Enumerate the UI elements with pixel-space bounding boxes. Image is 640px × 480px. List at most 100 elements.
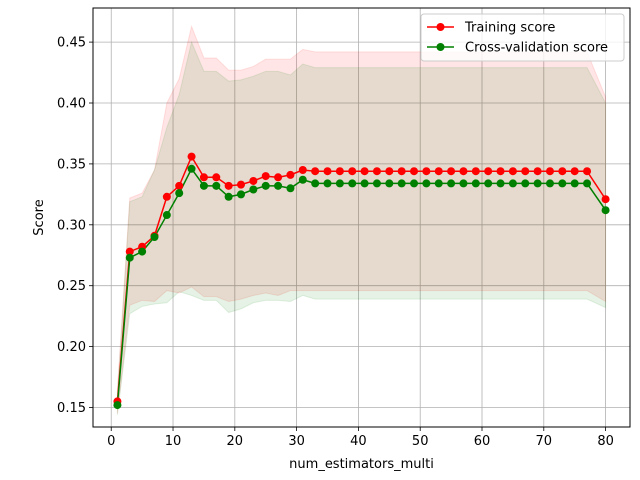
cross-validation-score-point [533,179,542,188]
cross-validation-score-point [545,179,554,188]
cross-validation-score-point [521,179,530,188]
training-score-point [261,172,270,181]
legend-label-cross-validation: Cross-validation score [465,41,608,56]
cross-validation-score-point [360,179,369,188]
legend-marker-training [436,23,445,31]
cross-validation-score-point [496,179,505,188]
x-tick-label: 40 [350,434,367,449]
score-lines [116,154,607,406]
legend-box [420,13,625,62]
cross-validation-score-point [237,190,245,199]
cross-validation-score-point [298,175,307,184]
training-score-point [459,167,468,176]
cross-validation-score-point [125,253,134,262]
training-score-point [545,167,554,176]
training-score-point [298,166,307,174]
cross-validation-score-point [484,179,493,188]
y-tick-label: 0.45 [57,36,86,51]
training-score-point [175,181,184,190]
training-score-point [311,167,320,176]
training-score-point [372,167,381,176]
x-tick-label: 10 [165,434,182,449]
plot-frame [92,7,631,428]
cross-validation-score-point [471,179,480,188]
training-score-point [583,167,592,176]
x-tick-label: 30 [288,434,305,449]
training-score-point [187,152,196,161]
x-tick-label: 80 [597,434,614,449]
cross-validation-score-point [199,181,208,190]
cross-validation-score-point [212,181,221,190]
cross-validation-score-point [372,179,381,188]
y-tick-label: 0.40 [57,97,86,112]
x-tick-label: 60 [474,434,491,449]
training-score-point [558,167,567,176]
training-score-point [422,167,431,176]
training-score-point [224,181,233,190]
training-score-line [116,154,607,402]
cross-validation-score-point [570,179,579,188]
training-score-point [237,180,245,189]
y-tick-label: 0.15 [57,401,86,416]
score-points [113,152,610,410]
cross-validation-score-point [385,179,394,188]
y-axis-ticks: 0.15 0.20 0.25 0.30 0.35 0.40 0.45 [57,36,93,416]
training-score-point [410,167,419,176]
cross-validation-score-point [422,179,431,188]
legend-marker-cross-validation [436,43,445,51]
cross-validation-score-point [397,179,406,188]
cross-validation-score-point [249,185,258,194]
training-score-point [348,167,357,176]
y-tick-label: 0.35 [57,157,86,172]
cross-validation-score-point [335,179,344,188]
y-tick-label: 0.30 [57,218,86,233]
training-score-point [323,167,332,176]
training-score-point [434,167,443,176]
cross-validation-score-point [434,179,443,188]
training-score-point [212,173,221,182]
cross-validation-score-point [323,179,332,188]
cross-validation-score-point [138,247,147,256]
training-score-point [601,195,610,204]
plot-area [93,8,630,427]
training-score-point [360,167,369,176]
training-score-point [521,167,530,176]
training-score-point [447,167,456,176]
cross-validation-score-point [286,184,295,193]
training-score-point [397,167,406,176]
y-tick-label: 0.25 [57,279,86,294]
x-axis-ticks: 0 10 20 30 40 50 60 70 80 [107,427,614,449]
cross-validation-score-line [116,167,607,406]
cross-validation-score-point [508,179,517,188]
cross-validation-score-point [261,181,270,190]
x-tick-label: 70 [536,434,553,449]
training-score-point [286,170,295,179]
cross-validation-score-point [583,179,592,188]
cross-validation-score-point [175,189,184,198]
training-score-point [385,167,394,176]
x-axis-label: num_estimators_multi [289,457,434,472]
cross-validation-score-point [187,164,196,173]
cross-validation-score-point [348,179,357,188]
grid [93,8,630,427]
training-score-point [162,192,171,201]
training-score-point [508,167,517,176]
training-score-band [116,24,607,414]
x-tick-label: 50 [412,434,429,449]
training-score-point [484,167,493,176]
training-score-point [335,167,344,176]
training-score-point [249,176,258,185]
training-score-point [496,167,505,176]
training-score-point [570,167,579,176]
cross-validation-score-point [274,181,283,190]
training-score-point [199,173,208,182]
cross-validation-score-point [113,401,122,410]
cross-validation-score-point [224,192,233,201]
y-axis-label: Score [32,199,47,235]
cross-validation-score-point [558,179,567,188]
cross-validation-score-point [162,211,171,220]
y-tick-label: 0.20 [57,340,86,355]
x-tick-label: 0 [107,434,115,449]
